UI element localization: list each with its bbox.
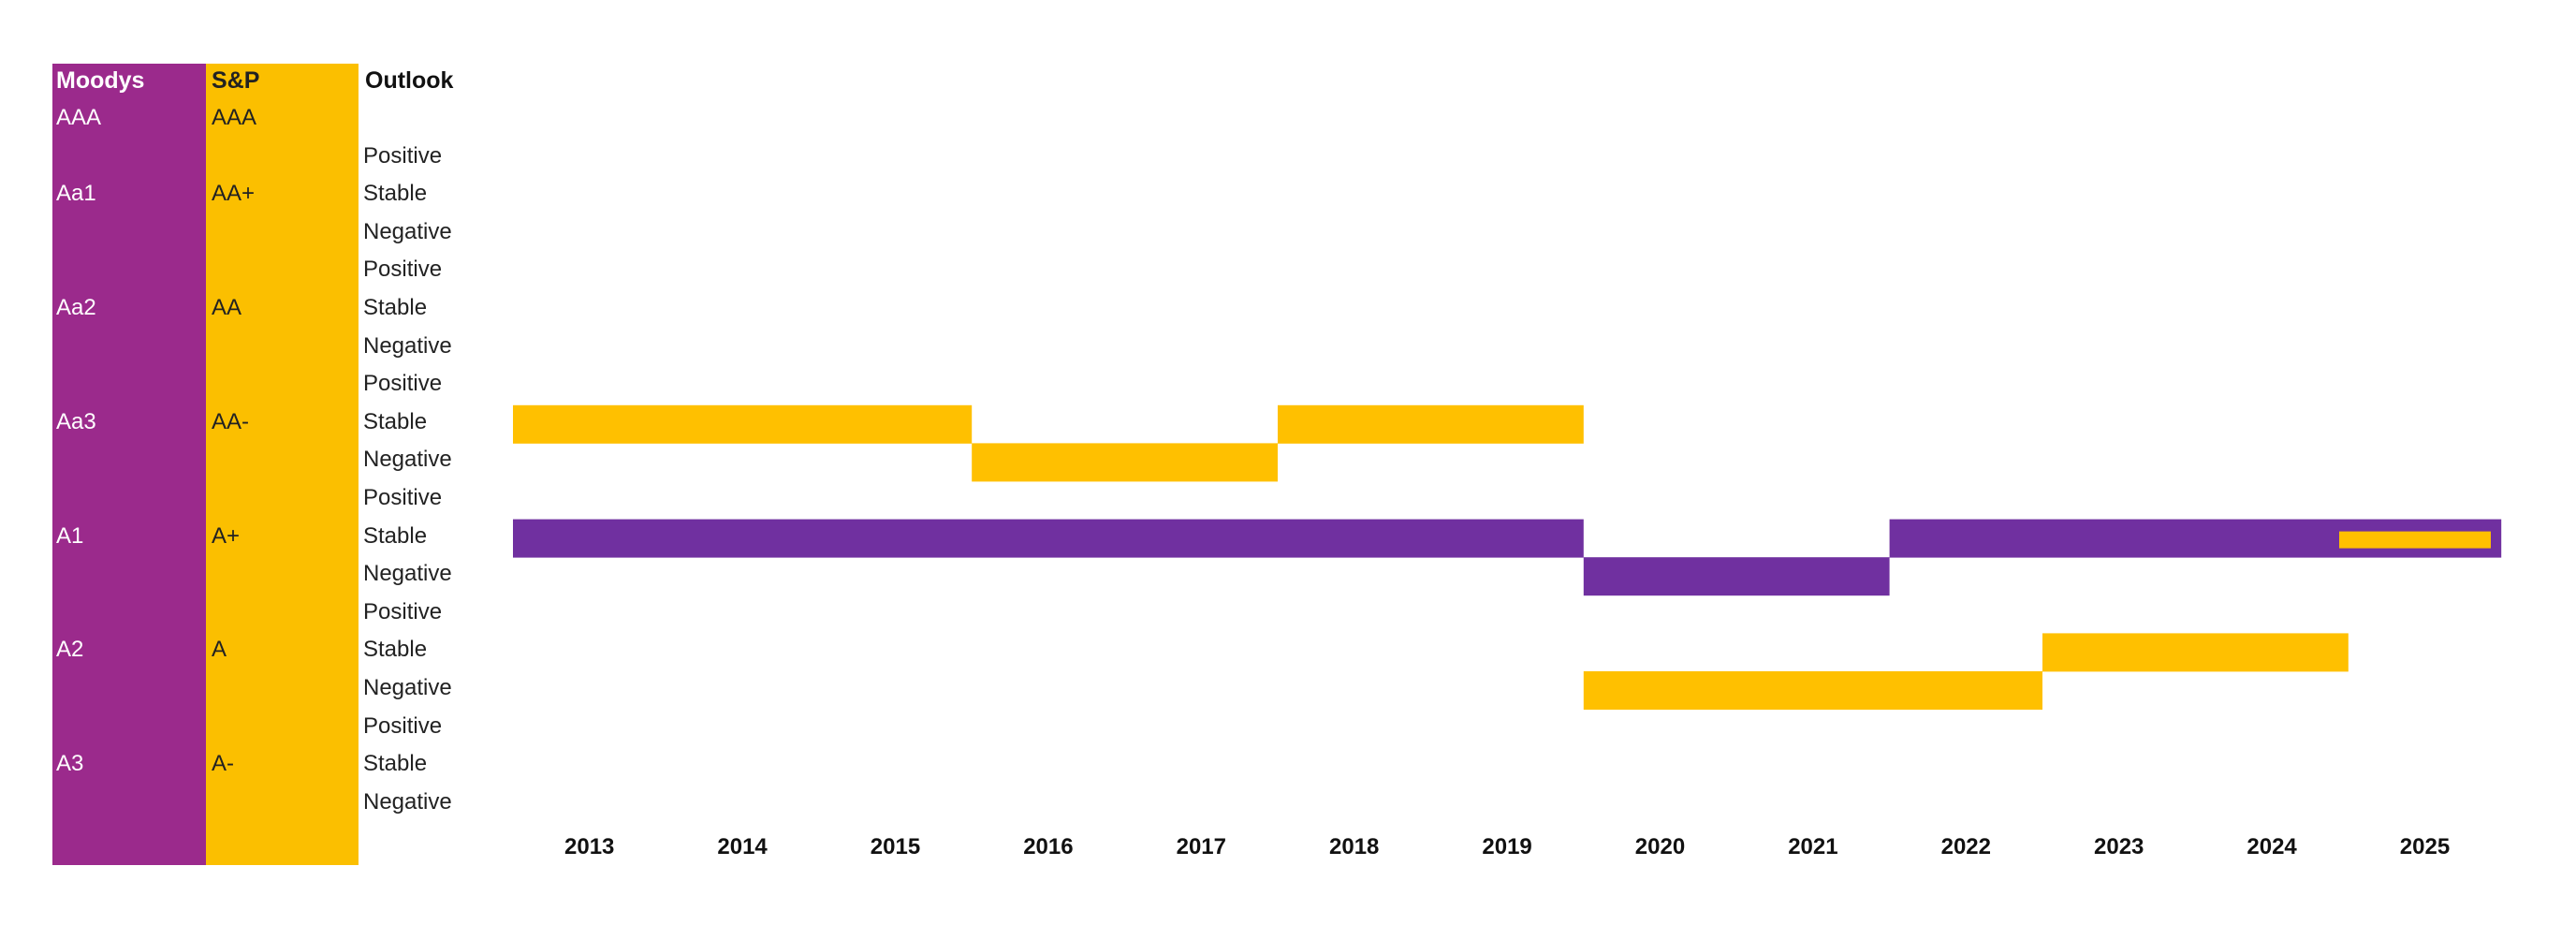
moodys-rating: Aa1 — [56, 181, 96, 207]
outlook-label: Negative — [363, 561, 452, 587]
sp-header: S&P — [212, 67, 260, 94]
outlook-label: Negative — [363, 447, 452, 473]
x-tick-label: 2018 — [1329, 834, 1379, 859]
moodys-rating: AAA — [56, 105, 102, 130]
sp-rating-bar-4 — [2042, 633, 2349, 672]
outlook-header: Outlook — [365, 67, 454, 94]
outlook-label: Stable — [363, 295, 428, 320]
x-tick-label: 2021 — [1788, 834, 1837, 859]
moodys-column-background — [52, 64, 206, 865]
x-tick-label: 2024 — [2247, 834, 2297, 859]
moodys-rating-bar-0 — [513, 519, 1584, 558]
outlook-label: Stable — [363, 181, 428, 207]
sp-rating-bar-5 — [2337, 529, 2493, 551]
sp-rating-bar-2 — [1278, 404, 1584, 444]
x-tick-label: 2016 — [1023, 834, 1073, 859]
outlook-label: Positive — [363, 485, 443, 510]
moodys-rating: Aa3 — [56, 408, 96, 434]
x-tick-label: 2025 — [2400, 834, 2450, 859]
x-tick-label: 2023 — [2094, 834, 2144, 859]
sp-rating: A+ — [212, 522, 241, 549]
sp-rating: A- — [212, 751, 234, 777]
outlook-label: Negative — [363, 218, 452, 244]
outlook-label: Positive — [363, 598, 443, 624]
x-tick-label: 2022 — [1941, 834, 1991, 859]
sp-rating-bar-0 — [513, 404, 973, 444]
outlook-label: Negative — [363, 675, 452, 700]
outlook-label: Positive — [363, 371, 443, 397]
sp-rating-bar-1 — [972, 443, 1278, 482]
x-tick-label: 2014 — [717, 834, 768, 859]
x-tick-label: 2013 — [564, 834, 614, 859]
outlook-label: Stable — [363, 408, 428, 434]
sp-rating: AA — [212, 295, 242, 320]
outlook-label: Stable — [363, 522, 428, 549]
x-tick-label: 2017 — [1177, 834, 1226, 859]
outlook-label: Positive — [363, 257, 443, 283]
outlook-label: Stable — [363, 751, 428, 777]
moodys-rating: A3 — [56, 751, 84, 777]
outlook-label: Negative — [363, 332, 452, 359]
x-tick-label: 2015 — [871, 834, 920, 859]
moodys-rating: Aa2 — [56, 295, 96, 320]
outlook-label: Positive — [363, 712, 443, 739]
sp-rating: AA+ — [212, 181, 256, 207]
outlook-label: Stable — [363, 637, 428, 663]
moodys-rating-bar-1 — [1583, 557, 1890, 596]
outlook-label: Negative — [363, 788, 452, 815]
moodys-rating: A1 — [56, 522, 84, 549]
outlook-label: Positive — [363, 142, 443, 169]
sp-rating-bar-3 — [1583, 671, 2042, 710]
sp-column-background — [206, 64, 359, 865]
sp-rating: A — [212, 637, 227, 663]
sp-rating: AA- — [212, 408, 250, 434]
x-tick-label: 2020 — [1635, 834, 1685, 859]
sp-rating: AAA — [212, 105, 257, 130]
moodys-rating: A2 — [56, 637, 84, 663]
moodys-header: Moodys — [56, 67, 145, 94]
x-tick-label: 2019 — [1482, 834, 1531, 859]
